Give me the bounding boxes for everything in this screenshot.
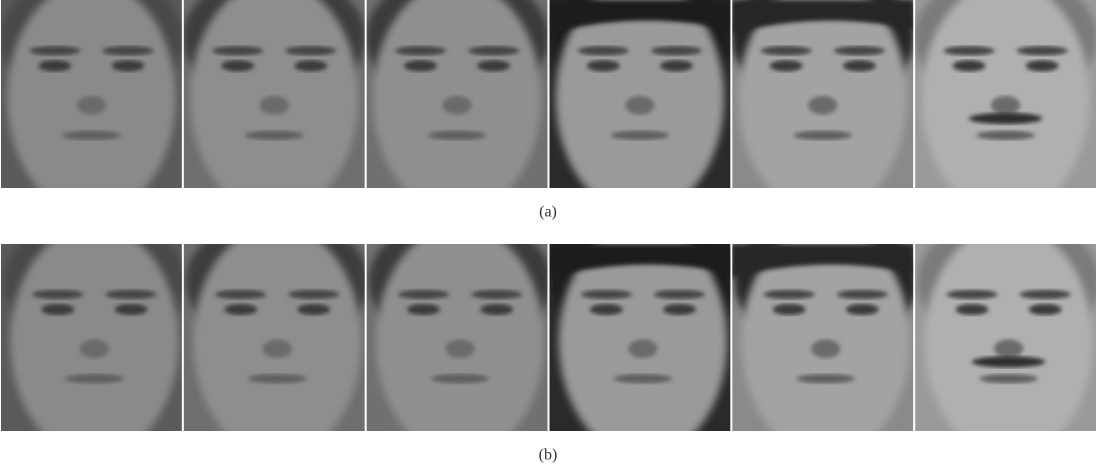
nose: [445, 339, 474, 358]
eye: [770, 60, 803, 71]
face-image: [183, 0, 366, 214]
brow: [288, 290, 339, 299]
brow: [1017, 46, 1068, 55]
brow: [1020, 290, 1071, 299]
face-image: [0, 0, 183, 214]
brow: [946, 290, 997, 299]
brow: [471, 290, 522, 299]
nose: [994, 339, 1023, 358]
face-image: [183, 216, 369, 457]
brow: [398, 290, 449, 299]
nose: [263, 339, 292, 358]
eye: [407, 304, 440, 315]
eye: [112, 60, 145, 71]
brow: [837, 290, 888, 299]
nose: [625, 96, 654, 115]
eye: [1029, 304, 1062, 315]
eye: [660, 60, 693, 71]
mouth: [62, 131, 121, 140]
eye: [404, 60, 437, 71]
face-image: [549, 0, 732, 214]
eye: [297, 304, 330, 315]
panel-label: (a): [539, 204, 557, 221]
eye: [224, 304, 257, 315]
panel-label: (b): [539, 447, 558, 464]
face-image: [549, 216, 735, 457]
eye: [953, 60, 986, 71]
figure: (a) (b): [0, 0, 1097, 470]
panel-a: [0, 0, 1097, 214]
mouth: [245, 131, 304, 140]
brow: [32, 290, 83, 299]
brow: [834, 46, 885, 55]
mouth: [796, 374, 855, 383]
eye: [221, 60, 254, 71]
brow: [395, 46, 446, 55]
nose: [77, 96, 106, 115]
eye: [590, 304, 623, 315]
nose: [808, 96, 837, 115]
eye: [587, 60, 620, 71]
mouth: [793, 131, 852, 140]
nose: [811, 339, 840, 358]
brow: [102, 46, 153, 55]
mouth: [976, 131, 1035, 140]
mouth: [428, 131, 487, 140]
mouth: [611, 131, 670, 140]
eye: [773, 304, 806, 315]
face-image: [914, 0, 1097, 214]
brow: [764, 290, 815, 299]
eye: [477, 60, 510, 71]
face-image: [366, 0, 549, 214]
nose: [442, 96, 471, 115]
nose: [80, 339, 109, 358]
brow: [215, 290, 266, 299]
mustache: [969, 113, 1042, 124]
panel-b: [0, 216, 1097, 457]
brow: [212, 46, 263, 55]
brow: [29, 46, 80, 55]
mouth: [614, 374, 673, 383]
eye: [294, 60, 327, 71]
mouth: [65, 374, 124, 383]
face-image: [366, 216, 552, 457]
eye: [480, 304, 513, 315]
face-image: [731, 0, 914, 214]
eye: [1026, 60, 1059, 71]
mouth: [979, 374, 1038, 383]
eye: [843, 60, 876, 71]
eye: [956, 304, 989, 315]
brow: [468, 46, 519, 55]
eye: [663, 304, 696, 315]
eye: [115, 304, 148, 315]
brow: [651, 46, 702, 55]
nose: [991, 96, 1020, 115]
mouth: [248, 374, 307, 383]
nose: [260, 96, 289, 115]
face-image: [914, 216, 1097, 457]
brow: [654, 290, 705, 299]
eye: [846, 304, 879, 315]
eye: [38, 60, 71, 71]
brow: [761, 46, 812, 55]
brow: [285, 46, 336, 55]
nose: [628, 339, 657, 358]
brow: [578, 46, 629, 55]
brow: [943, 46, 994, 55]
mouth: [431, 374, 490, 383]
brow: [581, 290, 632, 299]
mustache: [972, 356, 1045, 367]
eye: [41, 304, 74, 315]
brow: [105, 290, 156, 299]
face-image: [731, 216, 917, 457]
face-image: [0, 216, 186, 457]
